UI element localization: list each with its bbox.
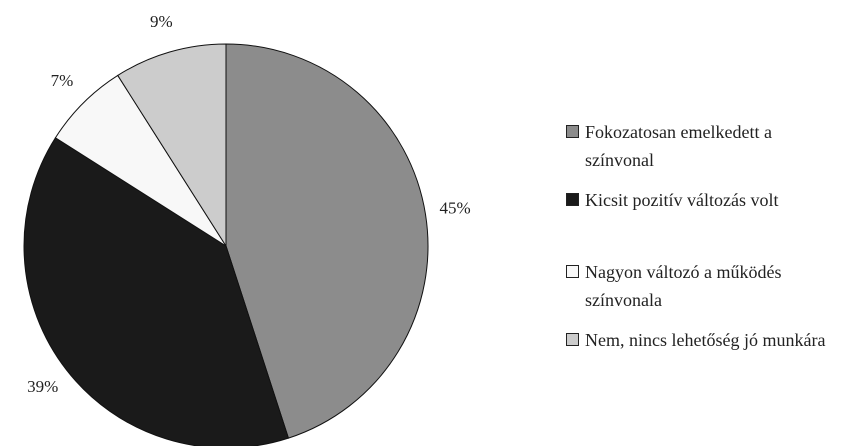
data-label: 39%: [27, 377, 58, 396]
pie-slice: [225, 43, 429, 439]
legend-label: Kicsit pozitív változás volt: [585, 190, 779, 210]
legend-label: Fokozatosan emelkedett a színvonal: [585, 122, 772, 170]
legend-item: Nem, nincs lehetőség jó munkára: [566, 326, 836, 354]
legend-item: Fokozatosan emelkedett a színvonal: [566, 118, 836, 174]
legend-label: Nagyon változó a működés színvonala: [585, 262, 782, 310]
pie-slice: [117, 43, 227, 248]
data-label: 9%: [150, 12, 173, 31]
legend-item: Kicsit pozitív változás volt: [566, 186, 836, 214]
legend-swatch: [566, 193, 579, 206]
legend-item: Nagyon változó a működés színvonala: [566, 258, 836, 314]
legend-swatch: [566, 265, 579, 278]
pie-slice: [23, 137, 290, 446]
legend-swatch: [566, 333, 579, 346]
legend-swatch: [566, 125, 579, 138]
data-label: 45%: [440, 199, 471, 218]
data-label: 7%: [51, 71, 74, 90]
legend-label: Nem, nincs lehetőség jó munkára: [585, 330, 826, 350]
